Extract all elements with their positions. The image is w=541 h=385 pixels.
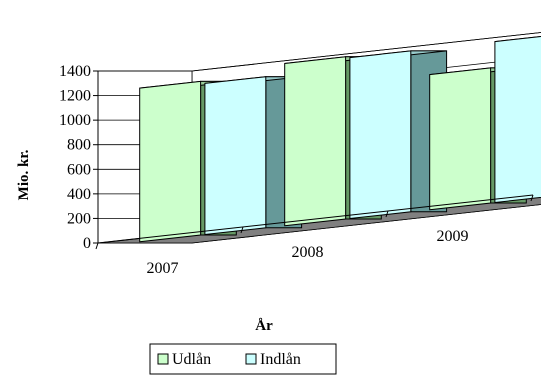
x-axis-title: År bbox=[255, 318, 273, 334]
bar-front bbox=[284, 56, 347, 227]
bar bbox=[494, 36, 541, 204]
legend: Udlån Indlån bbox=[149, 343, 337, 375]
legend-box bbox=[149, 343, 337, 375]
bar-front bbox=[204, 76, 267, 236]
x-axis-line bbox=[97, 194, 534, 244]
x-axis: 2007 2008 2009 bbox=[95, 194, 534, 277]
x-tick-mark bbox=[95, 242, 99, 250]
y-tick-label: 400 bbox=[67, 186, 91, 203]
legend-swatch bbox=[157, 353, 169, 365]
y-tick-label: 800 bbox=[67, 137, 91, 154]
x-tick-label: 2008 bbox=[292, 244, 324, 261]
bar-front bbox=[429, 67, 492, 211]
y-axis: 0 200 400 600 800 1000 1200 1400 bbox=[59, 63, 99, 252]
x-tick-label: 2007 bbox=[147, 260, 179, 277]
y-tick-label: 600 bbox=[67, 161, 91, 178]
y-axis-title: Mio. kr. bbox=[16, 149, 32, 200]
legend-label: Udlån bbox=[172, 351, 211, 368]
x-tick-mark bbox=[530, 194, 534, 202]
x-tick-mark bbox=[240, 226, 244, 234]
bar-front bbox=[349, 50, 412, 220]
y-tick-label: 200 bbox=[67, 210, 91, 227]
gridline bbox=[98, 32, 541, 72]
legend-swatch bbox=[245, 353, 257, 365]
y-tick-label: 0 bbox=[83, 235, 91, 252]
legend-label: Indlån bbox=[260, 351, 301, 368]
bar-front bbox=[494, 36, 541, 204]
x-tick-mark bbox=[385, 210, 389, 218]
bar-front bbox=[139, 80, 202, 243]
x-tick-label: 2009 bbox=[437, 228, 469, 245]
y-tick-label: 1000 bbox=[59, 112, 91, 129]
bars bbox=[139, 36, 541, 243]
y-tick-label: 1200 bbox=[59, 88, 91, 105]
y-tick-label: 1400 bbox=[59, 63, 91, 80]
